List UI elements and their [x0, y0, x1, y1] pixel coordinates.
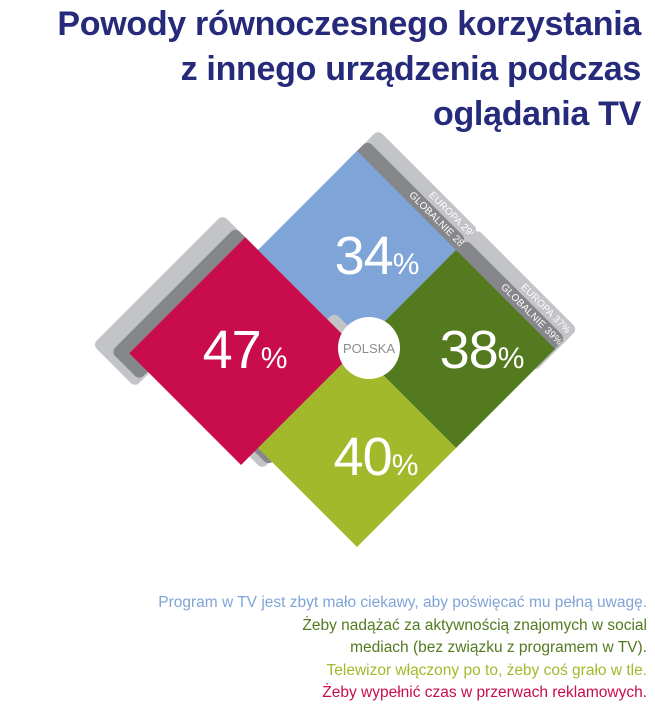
- legend-item-boring: Program w TV jest zbyt mało ciekawy, aby…: [158, 594, 647, 611]
- title-line-2: z innego urządzenia podczas: [180, 50, 642, 88]
- legend-item-social-line-1: Żeby nadążać za aktywnością znajomych w …: [302, 616, 647, 634]
- value-social-number: 38: [439, 320, 499, 380]
- value-ads-number: 47: [202, 320, 262, 380]
- legend-item-background: Telewizor włączony po to, żeby coś grało…: [326, 661, 647, 679]
- center-label: POLSKA: [342, 340, 396, 356]
- legend: Program w TV jest zbyt mało ciekawy, aby…: [158, 592, 647, 705]
- value-background-number: 40: [333, 427, 393, 487]
- value-ads-percent: %: [260, 342, 288, 375]
- value-background: 40%: [334, 426, 419, 488]
- value-boring-percent: %: [392, 248, 420, 281]
- value-background-percent: %: [391, 449, 419, 482]
- center-badge: POLSKA: [338, 317, 400, 379]
- value-boring-number: 34: [334, 226, 394, 286]
- value-boring: 34%: [335, 225, 420, 287]
- value-social-percent: %: [497, 342, 525, 375]
- value-ads: 47%: [203, 319, 288, 381]
- legend-item-social-line-2: mediach (bez związku z programem w TV).: [350, 639, 647, 656]
- title-line-1: Powody równoczesnego korzystania: [57, 5, 641, 43]
- value-social: 38%: [440, 319, 525, 381]
- page-title: Powody równoczesnego korzystania z inneg…: [1, 2, 641, 137]
- title-line-3: oglądania TV: [433, 95, 641, 133]
- legend-item-ads: Żeby wypełnić czas w przerwach reklamowy…: [322, 684, 647, 701]
